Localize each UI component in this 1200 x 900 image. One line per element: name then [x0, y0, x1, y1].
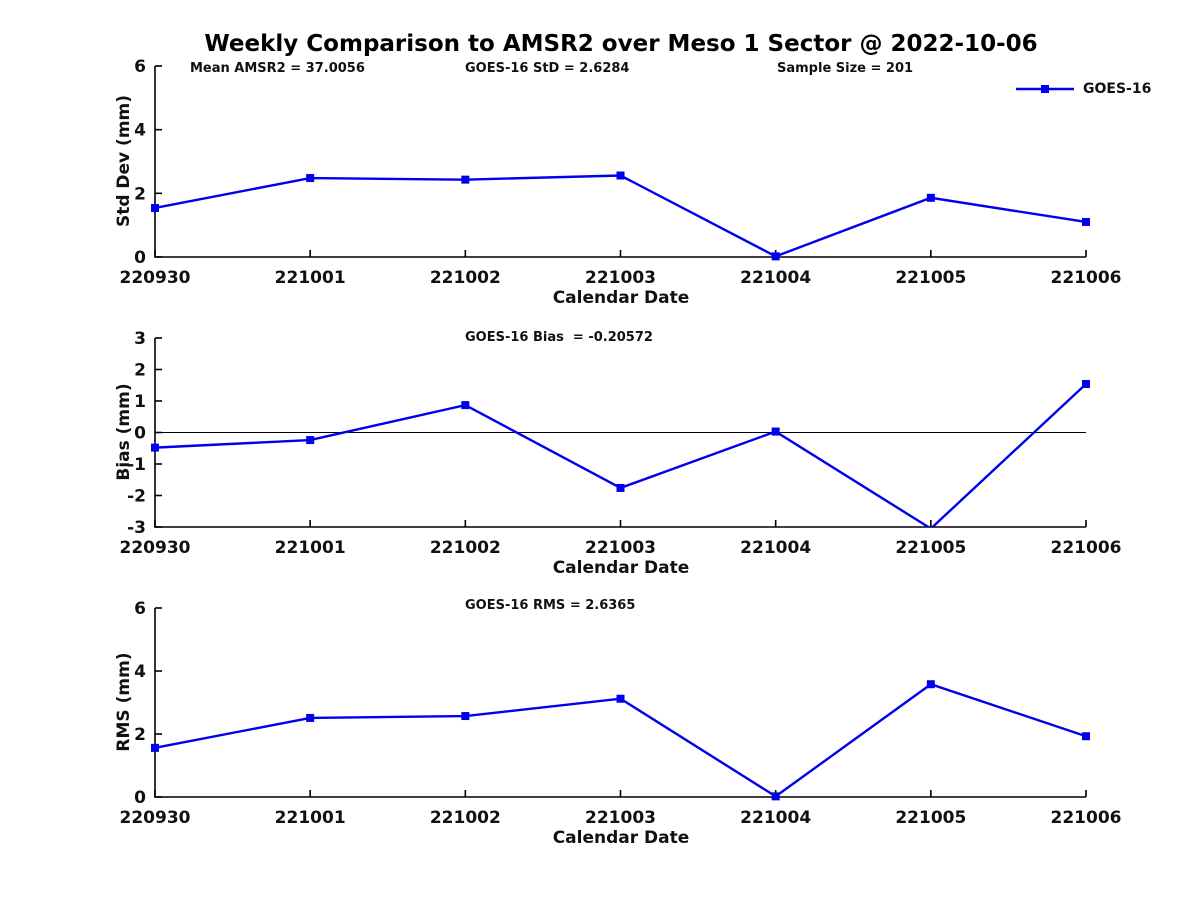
y-tick-label: 1 [134, 392, 146, 412]
data-point-marker [926, 193, 935, 202]
x-axis-label-1: Calendar Date [552, 288, 690, 308]
y-axis-label-rms: RMS (mm) [114, 652, 134, 752]
x-tick-label: 221005 [895, 808, 966, 828]
legend-line-marker-icon [1016, 85, 1074, 93]
x-tick-label: 220930 [120, 808, 191, 828]
y-tick-label: 2 [134, 184, 146, 204]
y-tick-label: 2 [134, 361, 146, 381]
x-tick-label: 221003 [585, 268, 656, 288]
data-point-marker [1082, 217, 1090, 226]
data-point-marker [1082, 379, 1090, 388]
x-tick-label: 221003 [585, 538, 656, 558]
y-tick-label: 6 [134, 57, 146, 77]
annotation-goes16-bias: GOES-16 Bias = -0.20572 [465, 330, 653, 345]
y-axis-label-bias: Bias (mm) [114, 383, 134, 481]
x-tick-label: 221004 [740, 538, 811, 558]
series-line-0 [154, 174, 1087, 257]
data-point-marker [771, 427, 780, 436]
y-tick-label: -1 [127, 455, 146, 475]
axis-0 [154, 66, 1086, 258]
x-tick-label: 221006 [1051, 538, 1122, 558]
data-point-marker [616, 483, 625, 492]
x-tick-label: 220930 [120, 538, 191, 558]
data-point-marker [461, 712, 470, 721]
data-point-marker [926, 680, 935, 689]
x-tick-label: 221001 [275, 268, 346, 288]
x-tick-label: 221001 [275, 808, 346, 828]
legend-series-label: GOES-16 [1083, 81, 1152, 97]
x-tick-label: 221004 [740, 808, 811, 828]
x-tick-label: 221006 [1051, 808, 1122, 828]
y-tick-label: -3 [127, 518, 146, 538]
x-tick-label: 220930 [120, 268, 191, 288]
data-point-marker [151, 443, 159, 452]
data-point-marker [771, 792, 780, 801]
data-point-marker [151, 743, 159, 752]
y-tick-label: -2 [127, 487, 146, 507]
data-point-marker [616, 171, 625, 180]
data-point-marker [306, 436, 315, 445]
data-point-marker [461, 175, 470, 184]
x-tick-label: 221005 [895, 538, 966, 558]
y-tick-label: 4 [134, 662, 146, 682]
x-axis-label-2: Calendar Date [552, 558, 690, 578]
annotation-goes16-rms: GOES-16 RMS = 2.6365 [465, 598, 636, 613]
data-point-marker [461, 401, 470, 410]
data-point-marker [151, 203, 159, 212]
series-line-1 [154, 383, 1087, 527]
data-point-marker [616, 694, 625, 703]
legend: GOES-16 [1014, 81, 1151, 97]
y-tick-label: 3 [134, 329, 146, 349]
y-tick-label: 0 [134, 248, 146, 268]
x-tick-label: 221001 [275, 538, 346, 558]
y-tick-label: 6 [134, 599, 146, 619]
annotation-mean-amsr2: Mean AMSR2 = 37.0056 [190, 61, 365, 76]
y-tick-label: 4 [134, 121, 146, 141]
y-tick-label: 2 [134, 725, 146, 745]
y-tick-label: 0 [134, 424, 146, 444]
y-tick-label: 0 [134, 788, 146, 808]
x-tick-label: 221002 [430, 808, 501, 828]
x-tick-label: 221002 [430, 538, 501, 558]
x-tick-label: 221003 [585, 808, 656, 828]
annotation-goes16-std: GOES-16 StD = 2.6284 [465, 61, 630, 76]
annotation-sample-size: Sample Size = 201 [777, 61, 914, 76]
data-point-marker [1082, 732, 1090, 741]
data-point-marker [306, 713, 315, 722]
x-tick-label: 221005 [895, 268, 966, 288]
y-axis-label-stddev: Std Dev (mm) [114, 94, 134, 228]
data-point-marker [306, 174, 315, 183]
x-tick-label: 221006 [1051, 268, 1122, 288]
x-axis-label-3: Calendar Date [552, 828, 690, 848]
data-point-marker [771, 252, 780, 261]
x-tick-label: 221002 [430, 268, 501, 288]
chart-title: Weekly Comparison to AMSR2 over Meso 1 S… [204, 31, 1038, 57]
x-tick-label: 221004 [740, 268, 811, 288]
